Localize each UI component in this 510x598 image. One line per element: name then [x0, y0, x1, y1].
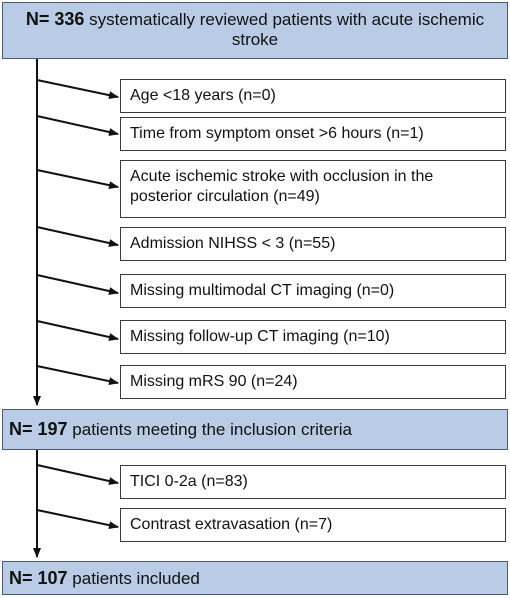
exclusion-box-followup: Missing follow-up CT imaging (n=10): [120, 320, 506, 354]
exclusion-label: Admission NIHSS < 3 (n=55): [130, 235, 336, 252]
stage-box-included: N= 107 patients included: [2, 561, 508, 595]
stage-text: N= 336 systematically reviewed patients …: [25, 9, 485, 49]
exclusion-label: Age <18 years (n=0): [130, 87, 276, 104]
stage-count: N= 197: [9, 419, 68, 439]
stage-text: N= 197 patients meeting the inclusion cr…: [9, 419, 352, 439]
exclusion-box-time: Time from symptom onset >6 hours (n=1): [120, 117, 506, 151]
exclusion-arrow: [36, 509, 119, 530]
exclusion-box-age: Age <18 years (n=0): [120, 79, 506, 113]
exclusion-arrow: [36, 320, 119, 341]
exclusion-box-nihss: Admission NIHSS < 3 (n=55): [120, 227, 506, 261]
stage-description: patients meeting the inclusion criteria: [72, 420, 352, 439]
exclusion-label: TICI 0-2a (n=83): [130, 473, 248, 490]
exclusion-label: Missing follow-up CT imaging (n=10): [130, 328, 390, 345]
exclusion-label: Time from symptom onset >6 hours (n=1): [130, 125, 424, 142]
exclusion-box-mrs: Missing mRS 90 (n=24): [120, 365, 506, 399]
exclusion-label: Missing multimodal CT imaging (n=0): [130, 282, 395, 299]
exclusion-arrow: [36, 226, 119, 247]
exclusion-arrow: [36, 365, 119, 386]
exclusion-label: Missing mRS 90 (n=24): [130, 373, 298, 390]
stage-text: N= 107 patients included: [9, 568, 200, 588]
stage-box-screened: N= 336 systematically reviewed patients …: [2, 2, 508, 59]
exclusion-arrow: [36, 115, 119, 136]
stage-description: systematically reviewed patients with ac…: [89, 10, 485, 49]
exclusion-arrow: [36, 169, 119, 190]
exclusion-box-ct: Missing multimodal CT imaging (n=0): [120, 274, 506, 308]
exclusion-box-posterior: Acute ischemic stroke with occlusion in …: [120, 160, 506, 218]
exclusion-box-extravasation: Contrast extravasation (n=7): [120, 508, 506, 542]
stage-count: N= 336: [25, 9, 85, 29]
stage-description: patients included: [72, 569, 200, 588]
stage-count: N= 107: [9, 568, 68, 588]
exclusion-label: Contrast extravasation (n=7): [130, 516, 333, 533]
exclusion-arrow: [36, 464, 119, 485]
exclusion-label: Acute ischemic stroke with occlusion in …: [130, 168, 434, 205]
exclusion-box-tici: TICI 0-2a (n=83): [120, 465, 506, 499]
exclusion-arrow: [36, 79, 119, 100]
stage-box-eligible: N= 197 patients meeting the inclusion cr…: [2, 409, 508, 450]
exclusion-arrow: [36, 274, 119, 295]
